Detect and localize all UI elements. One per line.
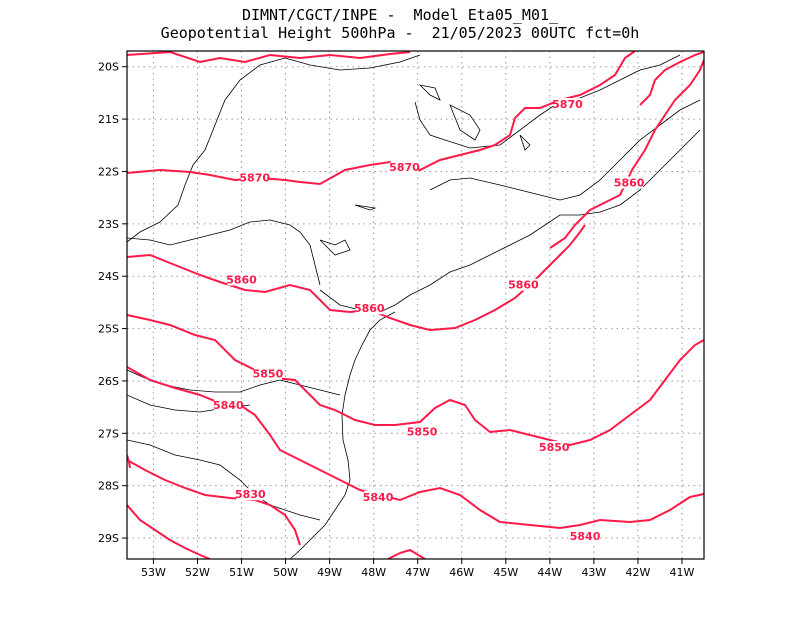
contour-label: 5840 (570, 530, 601, 543)
tick-label-lon: 50W (273, 566, 298, 579)
tick-label-lon: 47W (405, 566, 430, 579)
contour-label: 5840 (363, 491, 394, 504)
contour-label: 5850 (253, 368, 284, 381)
contour-label-group: 5870 5870 5870 5860 5860 5860 5860 5850 5850 5850… (213, 97, 645, 543)
contour-label: 5860 (354, 302, 385, 315)
contour-label-bg (509, 278, 538, 291)
contour-5830 (127, 459, 301, 546)
chart-title-line-2: Geopotential Height 500hPa - 21/05/2023 … (160, 24, 640, 42)
contour-label: 5830 (235, 488, 266, 501)
tick-label-lat: 25S (98, 323, 119, 336)
contour-label-bg (364, 490, 393, 503)
grid-lines (127, 51, 704, 559)
state-boundary-sp-rj (429, 99, 701, 201)
state-boundary-mg-sp (414, 54, 681, 149)
contour-5840 (127, 366, 704, 530)
contour-5870 (127, 51, 636, 186)
contour-label-bg (227, 273, 256, 286)
contour-5870-north (127, 51, 411, 64)
tick-label-lon: 52W (185, 566, 210, 579)
state-boundary-ms-sp (127, 54, 421, 243)
contour-label-bg (253, 367, 282, 380)
tick-label-lon: 51W (229, 566, 254, 579)
tick-label-lat: 24S (98, 270, 119, 283)
contour-5830-west (127, 454, 131, 469)
contour-label-bg (408, 425, 437, 438)
tick-label-lon: 41W (670, 566, 695, 579)
contour-label: 5840 (213, 399, 244, 412)
reservoir-pr (319, 204, 377, 256)
contour-label: 5860 (226, 273, 257, 286)
tick-label-lat: 20S (98, 61, 119, 74)
tick-label-lon: 42W (625, 566, 650, 579)
plot-frame (126, 50, 705, 560)
tick-label-lat: 22S (98, 165, 119, 178)
contour-label-bg (240, 171, 269, 184)
contour-label: 5860 (508, 279, 539, 292)
tick-label-lon: 46W (449, 566, 474, 579)
tick-label-lon: 44W (537, 566, 562, 579)
contour-label: 5870 (552, 98, 583, 111)
contour-label-bg (355, 302, 384, 315)
contour-label-bg (390, 160, 419, 173)
tick-label-lon: 45W (493, 566, 518, 579)
lagoon-sp (418, 84, 531, 151)
contour-5860-east-2 (639, 51, 704, 106)
axis-ticks: 53W 52W 51W 50W 49W 48W 47W 46W 45W 44W 43W 42W 41W 2… (98, 61, 695, 579)
contour-label-bg (615, 176, 644, 189)
contour-label: 5870 (239, 171, 270, 184)
state-boundary-pr-sp (127, 219, 321, 286)
tick-label-lat: 28S (98, 480, 119, 493)
contour-5860-east (549, 59, 704, 249)
contour-lines (127, 51, 704, 559)
contour-label: 5850 (407, 425, 438, 438)
tick-label-lat: 23S (98, 218, 119, 231)
tick-label-lat: 29S (98, 532, 119, 545)
contour-5820-east (387, 548, 426, 559)
coastline-sp (319, 129, 701, 313)
chart-title-line-1: DIMNT/CGCT/INPE - Model Eta05_M01_ (241, 6, 559, 24)
contour-label: 5860 (614, 177, 645, 190)
tick-label-lon: 49W (317, 566, 342, 579)
contour-label-bg (553, 97, 582, 110)
contour-5820 (127, 504, 211, 559)
boundaries (127, 54, 701, 559)
contour-label: 5870 (389, 161, 420, 174)
tick-label-lon: 53W (141, 566, 166, 579)
coastline-pr-sc (289, 311, 396, 559)
tick-label-lat: 26S (98, 375, 119, 388)
state-boundary-sc-rs (127, 439, 321, 521)
tick-label-lat: 27S (98, 427, 119, 440)
contour-label-bg (540, 441, 569, 454)
contour-label-bg (236, 488, 265, 501)
contour-label-bg (571, 530, 600, 543)
contour-label: 5850 (539, 441, 570, 454)
tick-label-lat: 21S (98, 113, 119, 126)
tick-label-lon: 48W (361, 566, 386, 579)
contour-5850 (127, 314, 704, 447)
tick-label-lon: 43W (581, 566, 606, 579)
contour-label-bg (214, 399, 243, 412)
